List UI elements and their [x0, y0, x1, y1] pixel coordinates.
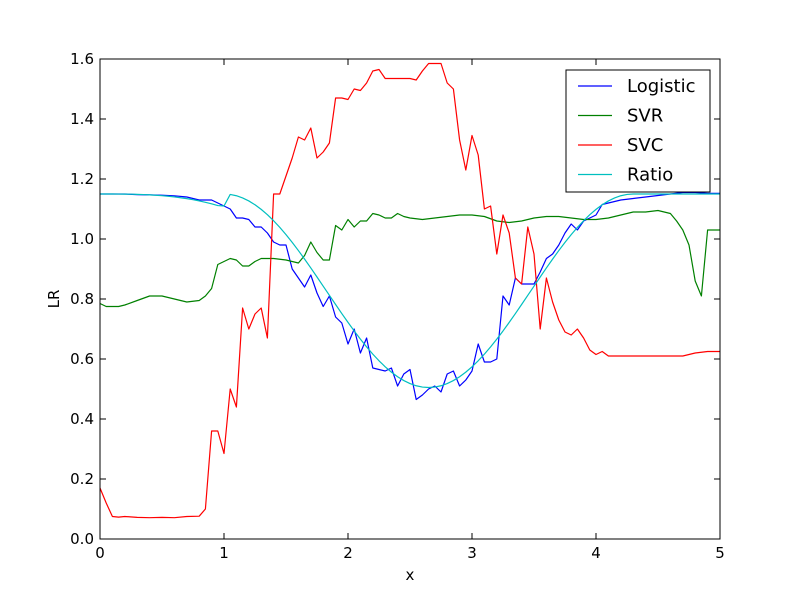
- x-tick-label: 4: [591, 544, 601, 562]
- y-tick-label: 1.6: [70, 50, 94, 68]
- x-tick-label: 5: [715, 544, 725, 562]
- y-tick-label: 1.0: [70, 230, 94, 248]
- y-tick-label: 0.0: [70, 530, 94, 548]
- legend-label-svr: SVR: [627, 106, 663, 127]
- y-tick-label: 0.4: [70, 410, 94, 428]
- x-tick-label: 1: [219, 544, 229, 562]
- x-tick-label: 2: [343, 544, 353, 562]
- x-tick-label: 3: [467, 544, 477, 562]
- y-tick-label: 0.2: [70, 470, 94, 488]
- y-tick-label: 0.6: [70, 350, 94, 368]
- series-layer: [99, 62, 720, 519]
- x-axis-label: x: [406, 566, 415, 584]
- ticks-layer: 0 1 2 3 4 5 0.0 0.2 0.4 0.6 0.8 1.0 1.2 1.4 1.6: [70, 50, 725, 562]
- y-axis-label: LR: [45, 290, 63, 309]
- y-tick-label: 1.2: [70, 170, 94, 188]
- legend-label-svc: SVC: [627, 135, 663, 156]
- series-line-svr: [99, 209, 720, 308]
- legend-box: [565, 69, 711, 193]
- y-tick-label: 1.4: [70, 110, 94, 128]
- legend-label-ratio: Ratio: [627, 165, 673, 186]
- legend: Logistic SVR SVC Ratio: [565, 69, 711, 193]
- series-line-svc: [99, 62, 720, 519]
- x-tick-label: 0: [95, 544, 105, 562]
- series-line-ratio: [100, 193, 720, 389]
- legend-label-logistic: Logistic: [627, 76, 695, 97]
- y-tick-label: 0.8: [70, 290, 94, 308]
